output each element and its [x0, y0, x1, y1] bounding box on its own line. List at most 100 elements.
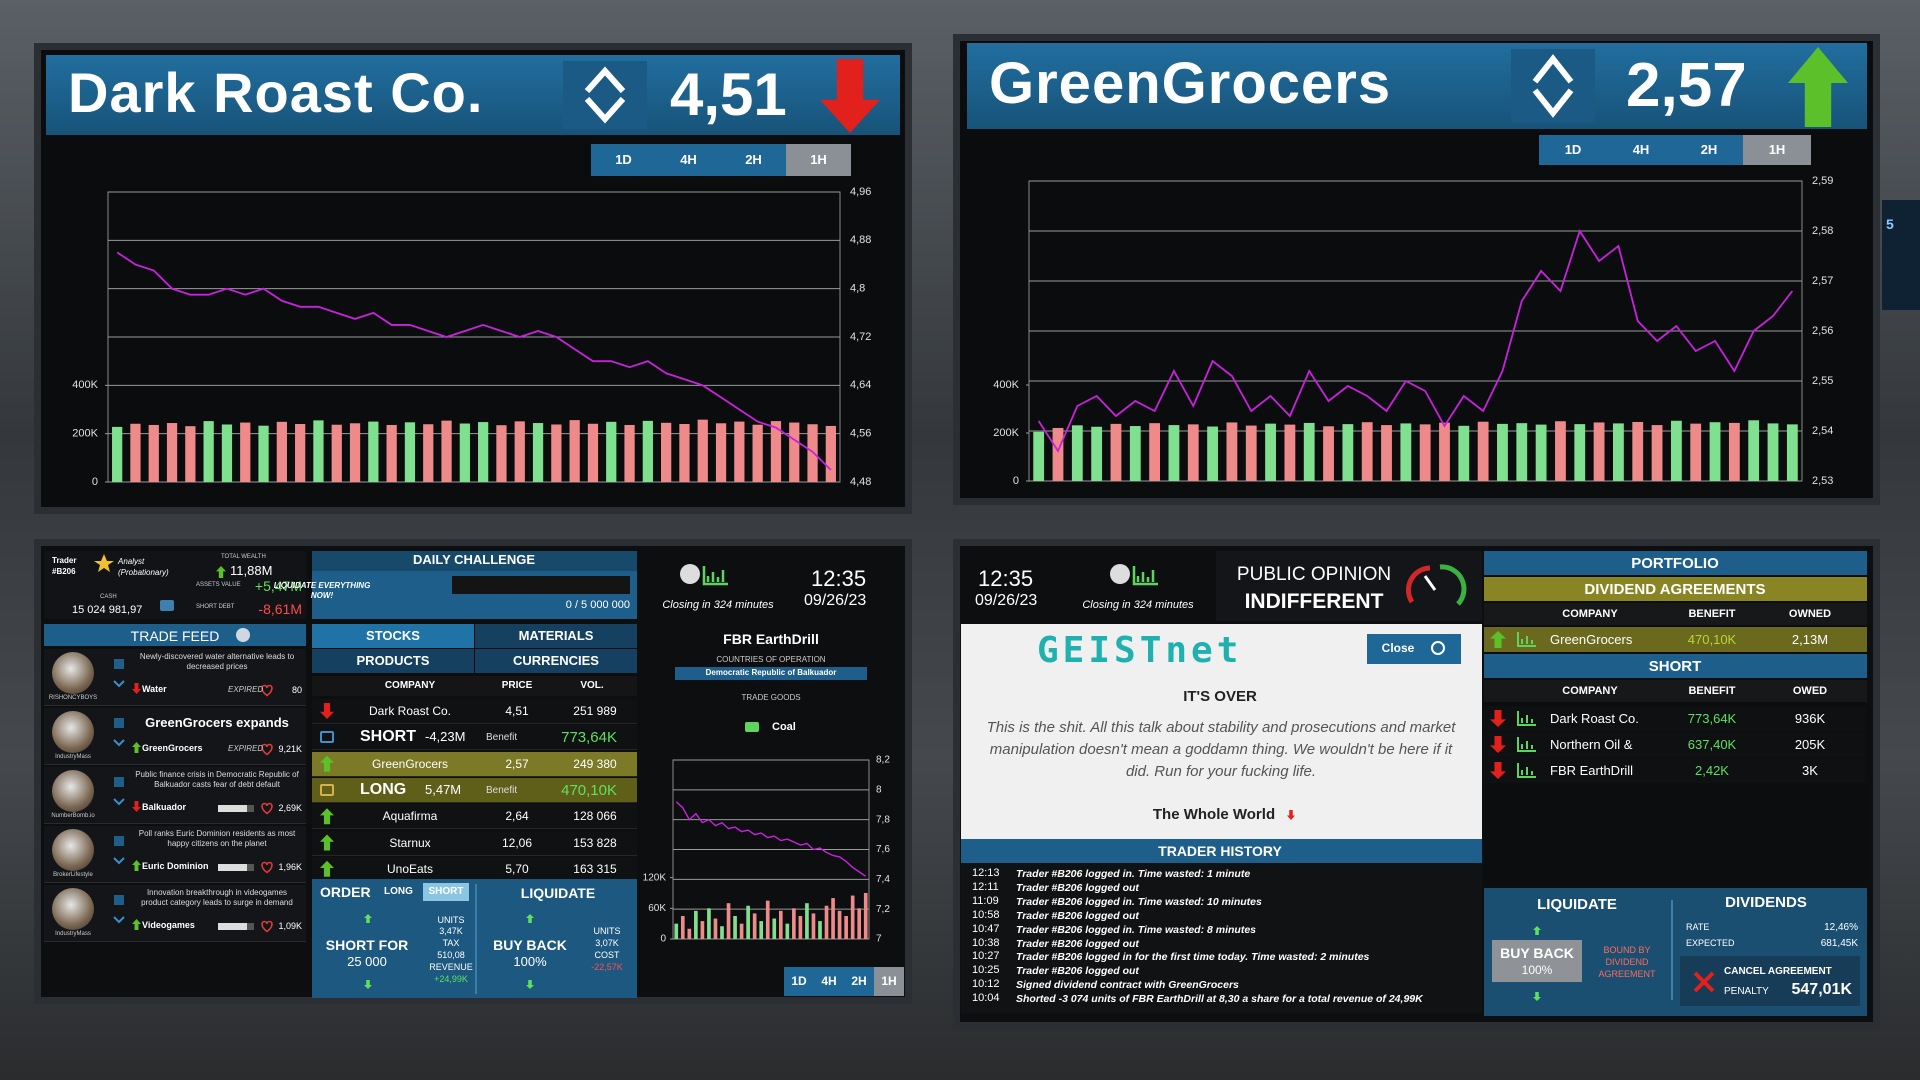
- market-tab-label[interactable]: PRODUCTS: [356, 653, 430, 668]
- market-tab[interactable]: [475, 649, 637, 673]
- stock-row[interactable]: [312, 725, 637, 751]
- timeframe-label[interactable]: 4H: [680, 151, 697, 167]
- timeframe-tab[interactable]: [1539, 135, 1607, 165]
- column-header: PRICE: [501, 680, 533, 691]
- trader-label: Trader: [52, 556, 77, 565]
- company: Northern Oil &: [1550, 737, 1633, 752]
- timeframe-label[interactable]: 1D: [615, 151, 632, 167]
- liquidate-action[interactable]: BUY BACK: [493, 937, 567, 953]
- timeframe-tab[interactable]: [786, 144, 851, 176]
- short-toggle[interactable]: [423, 883, 469, 901]
- timeframe-label[interactable]: 1D: [791, 973, 807, 988]
- liquidate-title: LIQUIDATE: [1537, 896, 1617, 913]
- stock-row[interactable]: [312, 830, 637, 856]
- timeframe-label[interactable]: 4H: [1632, 141, 1650, 157]
- history-entry: Trader #B206 logged in for the first tim…: [1016, 951, 1370, 964]
- timeframe-label[interactable]: 1D: [1564, 141, 1582, 157]
- market-tab-label[interactable]: STOCKS: [366, 628, 420, 643]
- volume: 128 066: [573, 809, 617, 824]
- company: Dark Roast Co.: [1550, 711, 1639, 726]
- portfolio-row[interactable]: [1484, 627, 1867, 652]
- stock-row[interactable]: [312, 751, 637, 777]
- timeframe-label[interactable]: 4H: [821, 973, 837, 988]
- order-short[interactable]: SHORT: [428, 886, 464, 897]
- clock-date: 09/26/23: [804, 592, 867, 609]
- market-tab-label[interactable]: MATERIALS: [518, 628, 594, 643]
- timeframe-tab[interactable]: [874, 967, 904, 996]
- timeframe-label[interactable]: 1H: [1768, 141, 1786, 157]
- challenge-progress-text: 0 / 5 000 000: [565, 599, 630, 611]
- challenge-header: [312, 551, 637, 571]
- revenue-label: REVENUE: [429, 962, 473, 972]
- opinion-panel: [1216, 551, 1482, 621]
- column-header: BENEFIT: [1688, 608, 1736, 620]
- history-time: 10:04: [972, 992, 1000, 1005]
- buy-back-label[interactable]: BUY BACK: [1500, 945, 1574, 961]
- sort-box: [1511, 49, 1595, 123]
- timeframe-label[interactable]: 2H: [745, 151, 762, 167]
- wallet-icon: [160, 600, 174, 611]
- portfolio-row[interactable]: [1484, 706, 1867, 731]
- amount: 205K: [1794, 737, 1826, 752]
- company: Starnux: [389, 835, 431, 850]
- timeframe-tab[interactable]: [814, 967, 844, 996]
- news-headline: IT'S OVER: [1183, 688, 1257, 705]
- author: IndustryMass: [55, 931, 91, 937]
- timeframe-tab[interactable]: [844, 967, 874, 996]
- timeframe-tab[interactable]: [721, 144, 786, 176]
- order-long[interactable]: LONG: [384, 886, 413, 897]
- benefit-value: 470,10K: [561, 781, 617, 799]
- history-time: 10:58: [972, 908, 1000, 921]
- market-tab[interactable]: [312, 624, 474, 648]
- timeframe-tab[interactable]: [656, 144, 721, 176]
- timeframe-label[interactable]: 2H: [1700, 141, 1718, 157]
- history-time: 10:38: [972, 936, 1000, 949]
- headline: GreenGrocers expands: [145, 715, 289, 730]
- history-entry: Trader #B206 logged in. Time wasted: 10 …: [1016, 895, 1262, 908]
- challenge-task: LIQUIDATE EVERYTHING NOW!: [273, 581, 371, 600]
- challenge-title: DAILY CHALLENGE: [412, 552, 536, 567]
- market-tab[interactable]: [312, 649, 474, 673]
- volume: 153 828: [573, 835, 617, 850]
- cancel-label[interactable]: CANCEL AGREEMENT: [1724, 966, 1832, 977]
- portfolio-row[interactable]: [1484, 732, 1867, 757]
- timeframe-tab[interactable]: [1607, 135, 1675, 165]
- rate-value: 12,46%: [1824, 922, 1858, 933]
- goods-label: TRADE GOODS: [741, 693, 801, 702]
- feed-tag: Water: [142, 684, 167, 694]
- cash-label: CASH: [100, 594, 117, 600]
- liquidate-title: LIQUIDATE: [520, 885, 596, 901]
- benefit-label: Benefit: [486, 784, 518, 796]
- position-icon: [320, 731, 334, 744]
- close-label[interactable]: Close: [1381, 641, 1415, 655]
- company: GreenGrocers: [371, 756, 449, 771]
- header-bar: [967, 43, 1867, 129]
- history-time: 12:11: [972, 880, 999, 893]
- timeframe-label[interactable]: 2H: [851, 973, 867, 988]
- timeframe-tab[interactable]: [1675, 135, 1743, 165]
- buy-back-button[interactable]: [1492, 940, 1582, 982]
- opinion-label: PUBLIC OPINION: [1236, 564, 1392, 585]
- market-tab[interactable]: [475, 624, 637, 648]
- history-entry: Trader #B206 logged out: [1016, 909, 1139, 922]
- close-button[interactable]: [1367, 634, 1461, 664]
- portfolio-row[interactable]: [1484, 758, 1867, 783]
- column-header: COMPANY: [1562, 608, 1618, 620]
- timeframe-tab[interactable]: [1743, 135, 1811, 165]
- side-monitor: [1882, 200, 1920, 310]
- timeframe-label[interactable]: 1H: [881, 973, 897, 988]
- timeframe-tab[interactable]: [784, 967, 814, 996]
- avatar: [52, 829, 94, 871]
- benefit: 637,40K: [1687, 737, 1737, 752]
- stock-row[interactable]: [312, 804, 637, 830]
- stock-row[interactable]: [312, 777, 637, 803]
- stock-row[interactable]: [312, 699, 637, 724]
- timeframe-label[interactable]: 1H: [810, 151, 827, 167]
- benefit-value: 773,64K: [561, 729, 617, 747]
- likes: 1,96K: [278, 862, 302, 872]
- header-bar: [46, 55, 900, 135]
- column-header: BENEFIT: [1688, 685, 1736, 697]
- market-tab-label[interactable]: CURRENCIES: [513, 653, 599, 668]
- timeframe-tab[interactable]: [591, 144, 656, 176]
- order-action[interactable]: SHORT FOR: [325, 937, 409, 953]
